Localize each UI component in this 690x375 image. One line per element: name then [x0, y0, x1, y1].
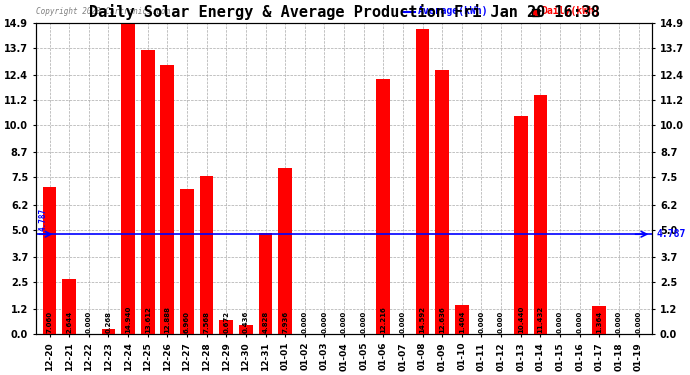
Text: 0.268: 0.268 — [106, 311, 112, 333]
Text: 0.000: 0.000 — [86, 311, 92, 333]
Text: 4.787: 4.787 — [656, 229, 686, 239]
Text: Daily(kWh): Daily(kWh) — [542, 6, 600, 16]
Bar — [43, 187, 57, 334]
Bar — [259, 233, 273, 334]
Text: 12.216: 12.216 — [380, 306, 386, 333]
Text: 4.787: 4.787 — [39, 208, 48, 231]
Text: 0.000: 0.000 — [341, 311, 347, 333]
Text: 0.000: 0.000 — [478, 311, 484, 333]
Text: Average(kWh): Average(kWh) — [418, 6, 489, 16]
Text: 0.000: 0.000 — [635, 311, 642, 333]
Text: 0.000: 0.000 — [616, 311, 622, 333]
Text: 0.000: 0.000 — [498, 311, 504, 333]
Text: 1.364: 1.364 — [596, 311, 602, 333]
FancyBboxPatch shape — [532, 9, 540, 16]
Text: 7.060: 7.060 — [46, 311, 52, 333]
Text: 12.636: 12.636 — [440, 306, 445, 333]
Text: 11.432: 11.432 — [538, 306, 544, 333]
Bar — [180, 189, 194, 334]
Bar — [278, 168, 292, 334]
Bar — [239, 325, 253, 334]
Bar — [161, 65, 174, 335]
Bar — [435, 70, 449, 334]
Text: 0.000: 0.000 — [361, 311, 366, 333]
Text: 6.960: 6.960 — [184, 311, 190, 333]
Text: 0.000: 0.000 — [322, 311, 328, 333]
Text: 0.000: 0.000 — [557, 311, 563, 333]
Text: 2.644: 2.644 — [66, 311, 72, 333]
Text: 0.000: 0.000 — [400, 311, 406, 333]
Bar — [62, 279, 76, 334]
Text: 14.592: 14.592 — [420, 306, 426, 333]
Text: 0.672: 0.672 — [224, 311, 229, 333]
Text: 1.404: 1.404 — [459, 311, 465, 333]
Bar — [141, 50, 155, 334]
Text: 12.888: 12.888 — [164, 306, 170, 333]
Bar — [455, 305, 469, 334]
Bar — [101, 329, 115, 334]
Text: 10.440: 10.440 — [518, 306, 524, 333]
Text: 13.612: 13.612 — [145, 306, 150, 333]
Text: 0.000: 0.000 — [302, 311, 308, 333]
Bar — [514, 116, 528, 334]
Bar — [377, 79, 390, 334]
Bar — [593, 306, 606, 334]
Text: 0.000: 0.000 — [577, 311, 582, 333]
Bar — [121, 22, 135, 334]
Bar — [415, 29, 429, 334]
Text: 0.436: 0.436 — [243, 311, 249, 333]
Bar — [199, 176, 213, 334]
Text: 4.828: 4.828 — [262, 311, 268, 333]
Bar — [533, 95, 547, 334]
Bar — [219, 320, 233, 334]
Text: 7.568: 7.568 — [204, 311, 210, 333]
Text: 14.940: 14.940 — [125, 306, 131, 333]
Text: Copyright 2023 Cartronics.com: Copyright 2023 Cartronics.com — [36, 8, 170, 16]
Title: Daily Solar Energy & Average Production Fri Jan 20 16:38: Daily Solar Energy & Average Production … — [88, 4, 600, 20]
Text: 7.936: 7.936 — [282, 311, 288, 333]
